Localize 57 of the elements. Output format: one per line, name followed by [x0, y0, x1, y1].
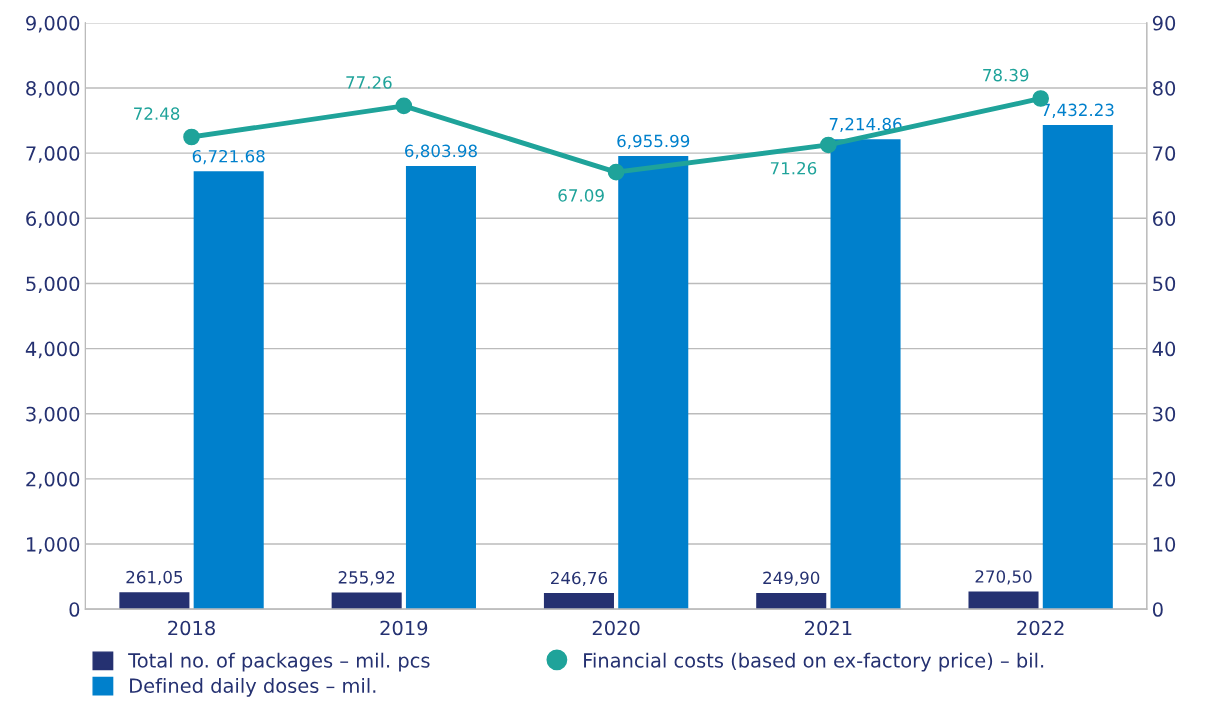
point	[820, 136, 837, 154]
data-label: 246,76	[551, 571, 608, 587]
y-tick-label: 7,000	[26, 146, 80, 163]
data-label: 249,90	[763, 571, 820, 586]
bar	[193, 171, 264, 610]
data-label: 72.48	[134, 107, 180, 120]
data-label: 7,432.23	[1042, 103, 1114, 118]
bar	[1042, 125, 1113, 610]
y2-tick-label: 40	[1152, 341, 1176, 357]
x-tick-label: 2022	[1017, 620, 1064, 636]
data-label: 78.39	[983, 68, 1029, 82]
point	[607, 163, 625, 181]
x-tick-label: 2021	[805, 620, 852, 636]
data-label: 261,05	[126, 570, 183, 586]
bar	[405, 165, 476, 610]
y2-tick-label: 70	[1153, 146, 1176, 161]
y2-tick-label: 30	[1153, 406, 1176, 422]
data-label: 7,214.86	[829, 117, 902, 133]
data-label: 71.26	[770, 161, 817, 175]
bar	[756, 592, 827, 610]
data-label: 6,955.99	[617, 134, 690, 149]
x-tick-label: 2020	[592, 620, 640, 636]
data-label: 67.09	[558, 189, 604, 202]
y2-tick-label: 0	[1152, 602, 1163, 617]
y2-tick-label: 20	[1153, 471, 1176, 487]
y2-tick-label: 10	[1153, 536, 1176, 552]
x-tick-label: 2019	[380, 620, 428, 636]
y2-tick-label: 50	[1153, 276, 1176, 292]
x-tick-label: 2018	[168, 620, 215, 636]
y-tick-label: 9,000	[26, 15, 80, 33]
y-tick-label: 0	[69, 602, 80, 617]
y-tick-label: 2,000	[26, 471, 80, 489]
y-tick-label: 8,000	[26, 80, 80, 98]
data-label: 6,803.98	[405, 144, 477, 159]
y-tick-label: 4,000	[25, 341, 80, 359]
point	[395, 97, 413, 115]
data-label: 77.26	[346, 76, 392, 89]
data-label: 270,50	[975, 570, 1032, 585]
legend-label: Defined daily doses – mil.	[130, 677, 376, 697]
bar	[119, 592, 190, 610]
y-tick-label: 6,000	[26, 211, 80, 228]
legend-label: Financial costs (based on ex-factory price) – bil.	[584, 652, 1044, 672]
y2-tick-label: 60	[1153, 211, 1176, 226]
point	[183, 128, 200, 146]
bar	[618, 156, 689, 610]
y-tick-label: 3,000	[26, 406, 80, 424]
data-label: 6,721.68	[192, 149, 265, 165]
legend-label: Total no. of packages – mil. pcs	[128, 652, 430, 672]
y-tick-label: 1,000	[27, 536, 80, 554]
y2-tick-label: 80	[1152, 80, 1176, 96]
y2-tick-label: 90	[1152, 15, 1176, 31]
bar	[331, 592, 402, 610]
data-label: 255,92	[338, 571, 395, 586]
bar	[968, 591, 1039, 610]
y-tick-label: 5,000	[26, 276, 80, 294]
bar	[830, 139, 901, 610]
bar	[543, 593, 614, 610]
